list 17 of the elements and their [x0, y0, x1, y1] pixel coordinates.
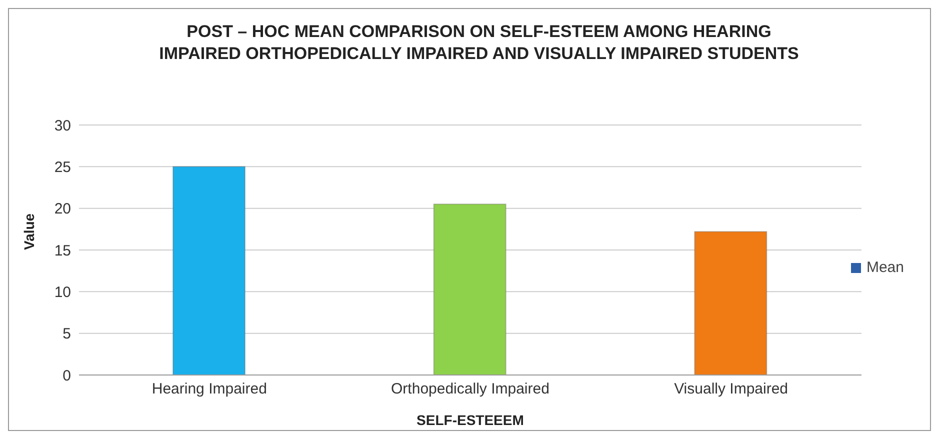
chart-title: POST – HOC MEAN COMPARISON ON SELF-ESTEEM AMONG HEARING IMPAIRED ORTHOPEDICALLY IMPAIRED AND VISUALLY IMPAIRED STUDENTS: [159, 21, 799, 65]
x-tick-label: Visually Impaired: [674, 380, 788, 398]
y-tick-label: 30: [54, 117, 71, 134]
y-tick-label: 10: [54, 284, 71, 301]
bar: [433, 204, 506, 375]
x-axis-title: SELF-ESTEEEM: [416, 412, 524, 428]
y-tick-label: 0: [62, 367, 71, 384]
y-tick-label: 15: [54, 242, 71, 260]
y-tick-label: 25: [54, 158, 71, 176]
y-tick-label: 20: [54, 200, 71, 218]
bar: [172, 166, 246, 375]
text: Mean: [866, 259, 904, 276]
y-tick-label: 5: [62, 326, 71, 343]
x-tick-label: Orthopedically Impaired: [391, 380, 550, 398]
x-tick-label: Hearing Impaired: [152, 380, 267, 398]
bar: [694, 231, 768, 375]
y-axis-title: Value: [20, 213, 37, 250]
